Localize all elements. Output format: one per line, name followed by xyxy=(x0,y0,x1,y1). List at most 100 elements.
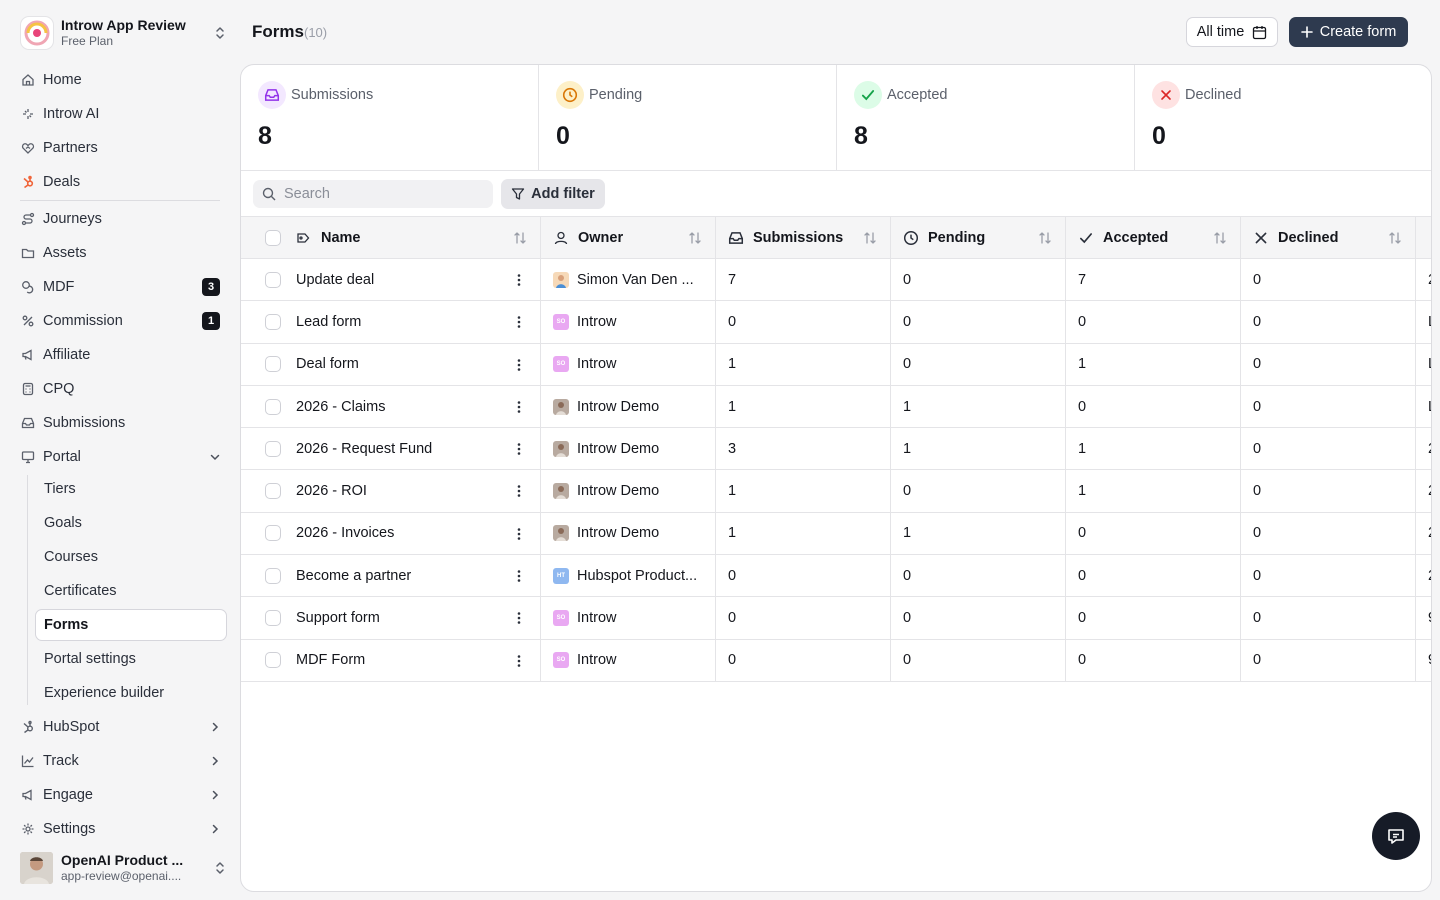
more-vertical-icon[interactable] xyxy=(512,315,526,329)
cell-pending: 0 xyxy=(891,259,1066,301)
row-checkbox[interactable] xyxy=(265,271,281,288)
cell-name[interactable]: MDF Form xyxy=(241,639,541,681)
cell-name[interactable]: Become a partner xyxy=(241,555,541,597)
stat-accepted: Accepted 8 xyxy=(837,65,1135,171)
sidebar-item-affiliate[interactable]: Affiliate xyxy=(14,340,227,370)
column-header-accepted[interactable]: Accepted xyxy=(1066,217,1241,259)
sub-item-portal-settings[interactable]: Portal settings xyxy=(44,651,136,667)
form-name: 2026 - ROI xyxy=(296,483,367,500)
search-input[interactable] xyxy=(284,186,484,202)
more-vertical-icon[interactable] xyxy=(512,442,526,456)
row-checkbox[interactable] xyxy=(265,483,281,500)
workspace-name: Introw App Review xyxy=(61,17,186,33)
sidebar-item-portal[interactable]: Portal xyxy=(14,442,227,472)
sort-icon[interactable] xyxy=(512,230,528,246)
more-vertical-icon[interactable] xyxy=(512,569,526,583)
sidebar-item-track[interactable]: Track xyxy=(14,746,227,776)
sort-icon[interactable] xyxy=(1212,230,1228,246)
sidebar-item-label: Track xyxy=(43,753,79,769)
sidebar-item-home[interactable]: Home xyxy=(14,65,227,95)
table-row[interactable]: Lead form SO Introw 0 0 0 0 L xyxy=(241,301,1431,344)
sub-item-certificates[interactable]: Certificates xyxy=(44,583,117,599)
table-row[interactable]: MDF Form SO Introw 0 0 0 0 9 xyxy=(241,639,1431,682)
sidebar-item-cpq[interactable]: CPQ xyxy=(14,374,227,404)
sidebar-item-journeys[interactable]: Journeys xyxy=(14,204,227,234)
sort-icon[interactable] xyxy=(862,230,878,246)
cell-submissions: 1 xyxy=(716,470,891,512)
sort-icon[interactable] xyxy=(687,230,703,246)
chat-launcher-button[interactable] xyxy=(1372,812,1420,860)
sidebar-item-hubspot[interactable]: HubSpot xyxy=(14,712,227,742)
table-row[interactable]: Support form SO Introw 0 0 0 0 9 xyxy=(241,597,1431,640)
cell-owner: SO Introw xyxy=(541,343,716,385)
more-vertical-icon[interactable] xyxy=(512,654,526,668)
select-all-checkbox[interactable] xyxy=(265,230,281,246)
add-filter-button[interactable]: Add filter xyxy=(501,179,605,209)
user-menu[interactable]: OpenAI Product ... app-review@openai.... xyxy=(20,852,228,884)
sidebar-item-introw-ai[interactable]: Introw AI xyxy=(14,99,227,129)
row-checkbox[interactable] xyxy=(265,610,281,627)
sidebar-item-mdf[interactable]: MDF 3 xyxy=(14,272,227,302)
row-checkbox[interactable] xyxy=(265,440,281,457)
table-row[interactable]: Become a partner HT Hubspot Product... 0… xyxy=(241,555,1431,598)
table-row[interactable]: 2026 - Invoices Introw Demo 1 1 0 0 2 xyxy=(241,512,1431,556)
row-checkbox[interactable] xyxy=(265,398,281,415)
more-vertical-icon[interactable] xyxy=(512,527,526,541)
table-row[interactable]: 2026 - Request Fund Introw Demo 3 1 1 0 … xyxy=(241,428,1431,471)
user-name: OpenAI Product ... xyxy=(61,852,184,868)
row-checkbox[interactable] xyxy=(265,356,281,373)
sub-item-goals[interactable]: Goals xyxy=(44,515,82,531)
more-vertical-icon[interactable] xyxy=(512,611,526,625)
column-header-pending[interactable]: Pending xyxy=(891,217,1066,259)
create-form-button[interactable]: Create form xyxy=(1289,17,1408,47)
table-row[interactable]: 2026 - Claims Introw Demo 1 1 0 0 L xyxy=(241,385,1431,429)
column-header-overflow[interactable] xyxy=(1416,217,1431,259)
sidebar-item-settings[interactable]: Settings xyxy=(14,814,227,844)
sidebar-item-deals[interactable]: Deals xyxy=(14,167,227,197)
sort-icon[interactable] xyxy=(1387,230,1403,246)
add-filter-label: Add filter xyxy=(531,186,595,202)
sort-icon[interactable] xyxy=(1037,230,1053,246)
row-checkbox[interactable] xyxy=(265,313,281,330)
sidebar-item-label: HubSpot xyxy=(43,719,100,735)
table-row[interactable]: 2026 - ROI Introw Demo 1 0 1 0 2 xyxy=(241,470,1431,513)
table-header: Name Owner Submissions Pending Accepted xyxy=(241,217,1431,259)
cell-name[interactable]: Update deal xyxy=(241,259,541,301)
user-icon xyxy=(554,231,568,245)
column-header-submissions[interactable]: Submissions xyxy=(716,217,891,259)
workspace-switcher[interactable]: Introw App Review Free Plan xyxy=(20,15,228,51)
more-vertical-icon[interactable] xyxy=(512,400,526,414)
sidebar-item-commission[interactable]: Commission 1 xyxy=(14,306,227,336)
sidebar-item-engage[interactable]: Engage xyxy=(14,780,227,810)
table-row[interactable]: Deal form SO Introw 1 0 1 0 L xyxy=(241,343,1431,386)
sidebar-item-label: Journeys xyxy=(43,211,102,227)
sidebar-item-partners[interactable]: Partners xyxy=(14,133,227,163)
cell-name[interactable]: Support form xyxy=(241,597,541,639)
sub-item-experience-builder[interactable]: Experience builder xyxy=(44,685,165,701)
cell-name[interactable]: 2026 - Claims xyxy=(241,385,541,428)
table-row[interactable]: Update deal Simon Van Den ... 7 0 7 0 2 xyxy=(241,259,1431,302)
row-checkbox[interactable] xyxy=(265,525,281,542)
tag-icon xyxy=(297,233,310,243)
row-checkbox[interactable] xyxy=(265,567,281,584)
sidebar-item-submissions[interactable]: Submissions xyxy=(14,408,227,438)
sidebar-item-assets[interactable]: Assets xyxy=(14,238,227,268)
calendar-icon xyxy=(1253,25,1267,39)
cell-overflow: L xyxy=(1416,386,1431,427)
date-range-button[interactable]: All time xyxy=(1186,17,1278,47)
column-header-declined[interactable]: Declined xyxy=(1241,217,1416,259)
sub-item-courses[interactable]: Courses xyxy=(44,549,98,565)
cell-name[interactable]: 2026 - Request Fund xyxy=(241,428,541,470)
row-checkbox[interactable] xyxy=(265,652,281,669)
more-vertical-icon[interactable] xyxy=(512,273,526,287)
sub-item-forms[interactable]: Forms xyxy=(35,609,227,641)
column-header-name[interactable]: Name xyxy=(241,217,541,259)
more-vertical-icon[interactable] xyxy=(512,358,526,372)
more-vertical-icon[interactable] xyxy=(512,484,526,498)
cell-name[interactable]: Lead form xyxy=(241,301,541,343)
cell-name[interactable]: 2026 - ROI xyxy=(241,470,541,512)
column-header-owner[interactable]: Owner xyxy=(541,217,716,259)
sub-item-tiers[interactable]: Tiers xyxy=(44,481,76,497)
cell-name[interactable]: Deal form xyxy=(241,343,541,385)
cell-name[interactable]: 2026 - Invoices xyxy=(241,512,541,555)
